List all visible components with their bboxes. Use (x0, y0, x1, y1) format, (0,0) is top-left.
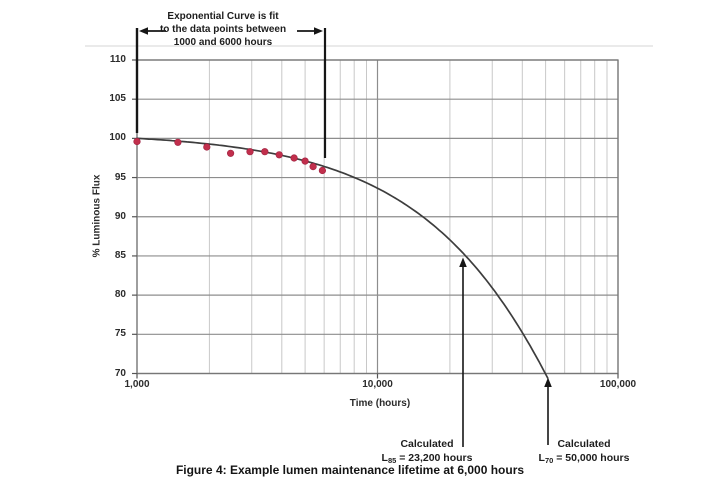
data-point (203, 143, 211, 151)
data-point (290, 154, 298, 162)
data-point (261, 148, 269, 156)
measured-data-points (133, 137, 327, 175)
fit-note-line3: 1000 and 6000 hours (173, 37, 273, 48)
l85-callout-arrow (459, 257, 467, 447)
fit-note-line1: Exponential Curve is fit (167, 11, 279, 22)
l85-annotation-label: Calculated (400, 438, 454, 450)
y-tick-label: 75 (114, 328, 126, 340)
l70-annotation-value: L70 = 50,000 hours (538, 452, 630, 465)
figure-caption: Figure 4: Example lumen maintenance life… (175, 463, 525, 477)
data-point (174, 138, 182, 146)
y-tick-label: 90 (114, 210, 126, 222)
data-point (227, 149, 235, 157)
y-tick-label: 85 (114, 249, 126, 261)
data-point (318, 166, 327, 175)
fit-note-annotation: Exponential Curve is fit to the data poi… (160, 10, 286, 49)
fit-range-left-arrowhead (139, 27, 148, 35)
data-point (301, 157, 309, 165)
exponential-fit-curve (136, 137, 549, 379)
l70-arrowhead (544, 377, 552, 387)
x-tick-label: 100,000 (599, 379, 637, 390)
axis-tick-marks (132, 59, 619, 379)
l85-arrowhead (459, 257, 467, 267)
data-point (309, 163, 317, 171)
fit-range-right-arrowhead (314, 27, 323, 35)
l70-callout-arrow (544, 377, 552, 445)
x-tick-label: 10,000 (362, 379, 393, 390)
l70-annotation-label: Calculated (557, 438, 611, 450)
l85-annotation: Calculated L85 = 23,200 hours (382, 437, 473, 468)
data-point (275, 151, 283, 159)
data-point (246, 148, 254, 156)
x-axis-title: Time (hours) (349, 398, 411, 409)
fit-note-line2: to the data points between (159, 24, 287, 35)
y-tick-label: 100 (109, 132, 126, 144)
fit-range-markers (135, 27, 327, 158)
x-tick-label: 1,000 (124, 379, 150, 390)
l70-annotation: Calculated L70 = 50,000 hours (539, 437, 630, 468)
data-point (133, 137, 141, 146)
y-tick-label: 80 (114, 289, 126, 301)
y-tick-label: 110 (109, 54, 126, 65)
y-tick-label: 95 (114, 171, 126, 183)
y-tick-label: 105 (109, 93, 126, 105)
l85-annotation-value: L85 = 23,200 hours (381, 452, 473, 465)
y-tick-label: 70 (114, 367, 126, 379)
